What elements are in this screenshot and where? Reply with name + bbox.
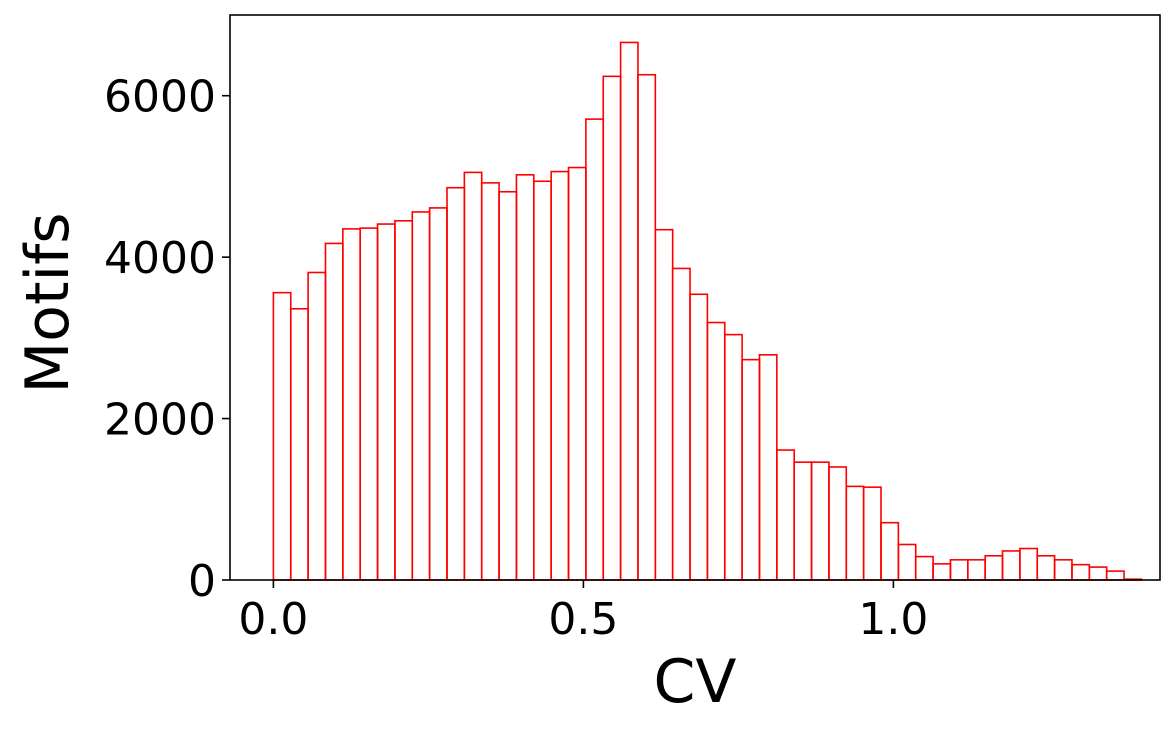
- y-tick-label: 0: [188, 556, 216, 607]
- plot-background: [230, 15, 1160, 580]
- x-tick-label: 0.5: [548, 594, 618, 645]
- y-axis-ticks: 0 2000 4000 6000: [104, 72, 230, 607]
- x-axis-label: CV: [654, 647, 737, 717]
- y-tick-label: 2000: [104, 395, 216, 446]
- y-axis-label: Motifs: [13, 212, 83, 393]
- y-tick-label: 6000: [104, 72, 216, 123]
- x-tick-label: 0.0: [238, 594, 308, 645]
- y-tick-label: 4000: [104, 233, 216, 284]
- plot-frame: [229, 14, 1161, 581]
- x-axis-ticks: 0.0 0.5 1.0: [238, 580, 928, 645]
- x-tick-label: 1.0: [858, 594, 928, 645]
